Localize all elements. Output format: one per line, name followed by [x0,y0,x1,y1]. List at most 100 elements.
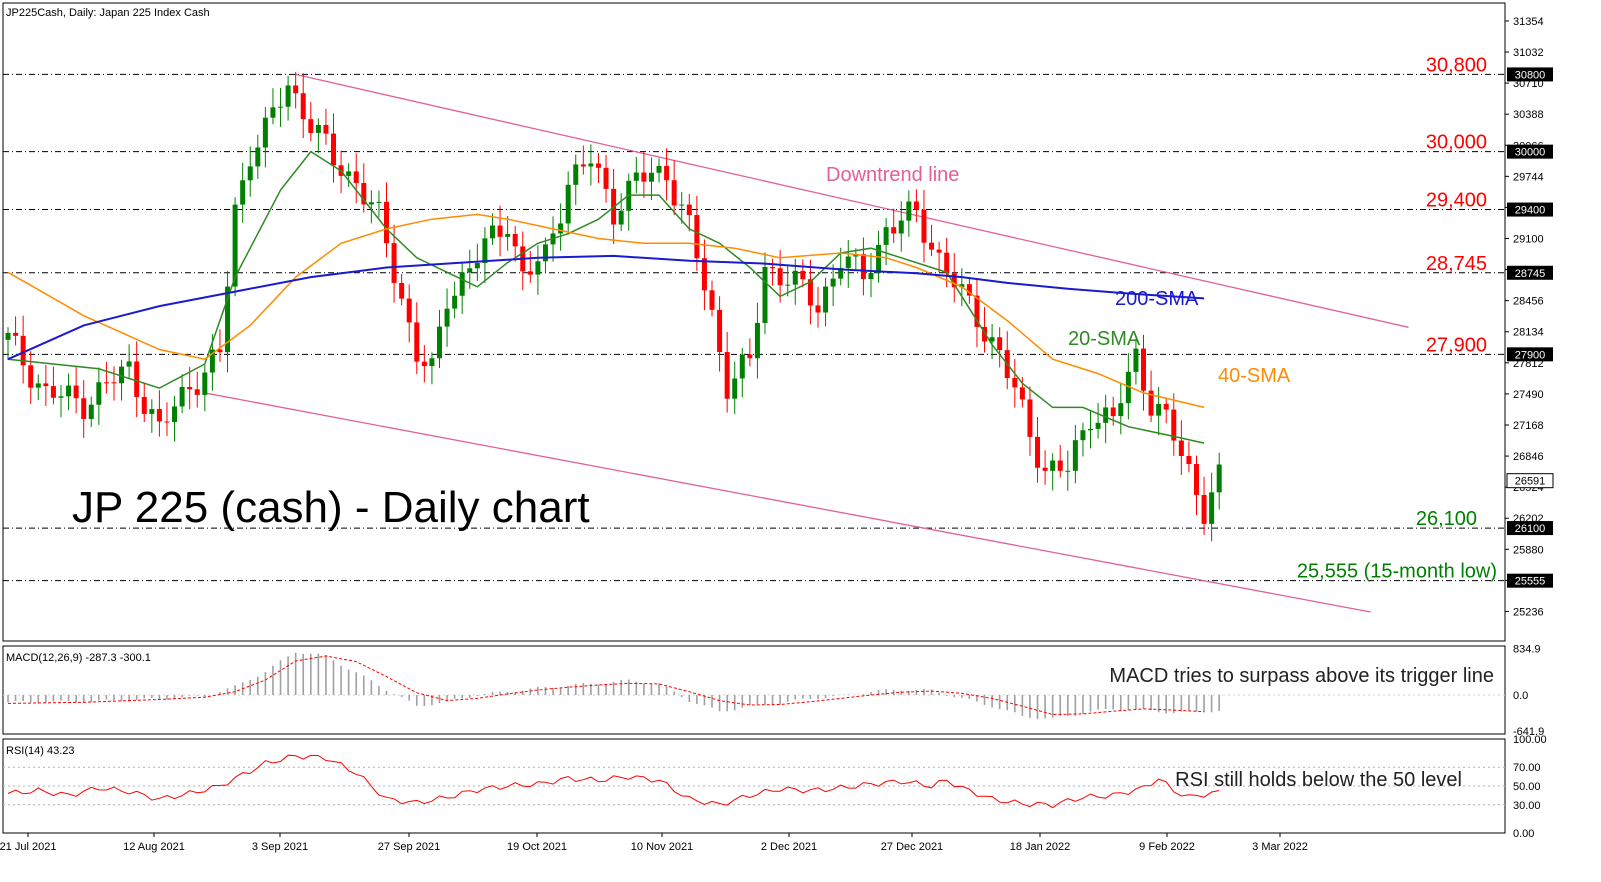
x-axis-label: 12 Aug 2021 [123,841,185,853]
candle-bull [1209,492,1215,524]
trendline [295,73,1409,328]
candle-bull [119,366,125,384]
candle-bull [573,164,579,185]
rsi-axis-label: 50.00 [1513,781,1541,793]
macd-signal-line [7,655,1205,716]
candle-bear [1171,409,1177,441]
candle-bull [368,202,374,205]
candle-bull [505,234,511,237]
candle-bull [285,85,291,107]
candle-bull [959,284,965,288]
rsi-label: RSI(14) 43.23 [6,745,74,757]
candle-bull [762,266,768,323]
candles [5,71,1222,542]
x-axis-label: 19 Oct 2021 [507,841,567,853]
candle-bear [664,165,670,181]
candle-bear [800,270,806,280]
price-axis-label: 25236 [1513,606,1544,618]
candle-bear [929,242,935,250]
candle-bull [739,354,745,379]
rsi-axis-label: 100.00 [1513,734,1547,746]
candle-bear [497,225,503,237]
candle-bear [13,332,19,336]
x-axis-label: 2 Dec 2021 [761,841,817,853]
x-axis-label: 3 Sep 2021 [252,841,308,853]
candle-bull [262,117,268,148]
candle-bull [1065,470,1071,472]
candle-bull [1118,403,1124,417]
candle-bear [73,385,79,399]
price-axis-label: 29100 [1513,234,1544,246]
candle-bull [240,180,246,205]
candle-bear [293,85,299,94]
price-level-tag: 30000 [1515,147,1546,159]
candle-bear [50,386,56,398]
candle-bull [1050,460,1056,471]
candle-bear [308,119,314,133]
price-pane-frame [2,2,1506,642]
macd-histogram [7,652,1220,719]
trendline [204,392,1371,613]
candle-bull [558,223,564,234]
x-axis-label: 18 Jan 2022 [1010,841,1071,853]
candle-bear [1193,464,1199,495]
candle-bull [823,286,829,313]
candle-bear [709,290,715,310]
price-axis-label: 25880 [1513,544,1544,556]
x-axis-label: 27 Dec 2021 [881,841,943,853]
frames [2,2,1509,837]
overlay-title: JP 225 (cash) - Daily chart [72,483,590,532]
price-level-tag-bg [1507,202,1553,217]
candle-bear [134,361,140,397]
candle-bull [1156,403,1162,416]
candle-bear [717,309,723,353]
candle-bear [28,365,34,388]
price-axis-label: 27168 [1513,420,1544,432]
candle-bear [406,298,412,323]
price-axis-label: 31354 [1513,16,1544,28]
x-axis-label: 27 Sep 2021 [378,841,440,853]
macd-axis-label: 0.0 [1513,690,1528,702]
sma-line [7,150,1205,444]
candle-bear [966,284,972,296]
candle-bear [997,337,1003,351]
candle-bull [270,107,276,118]
rsi-axis-label: 30.00 [1513,800,1541,812]
candle-bull [474,263,480,269]
price-level-label: 28,745 [1426,253,1487,275]
candle-bull [88,404,94,419]
chart-header: JP225Cash, Daily: Japan 225 Index Cash [6,7,210,19]
sma-line [7,254,1205,361]
candle-bull [376,201,382,203]
candle-bear [527,271,533,275]
candle-bear [724,352,730,399]
price-levels [3,67,1553,588]
candle-bull [126,361,132,367]
price-level-tag-bg [1507,144,1553,159]
candle-bull [5,332,11,340]
candle-bull [66,385,72,397]
candle-bear [187,386,193,390]
candle-bear [913,201,919,210]
candle-bull [648,172,654,182]
x-axis-label: 9 Feb 2022 [1139,841,1195,853]
candle-bear [1012,377,1018,388]
candle-bear [974,295,980,327]
candle-bull [830,278,836,287]
chart-annotation: Downtrend line [826,164,959,186]
price-axis-label: 27490 [1513,389,1544,401]
price-level-label: 30,000 [1426,132,1487,154]
price-axis-label: 28456 [1513,296,1544,308]
candle-bear [81,398,87,419]
candle-bear [1035,436,1041,468]
candle-bull [1125,371,1131,404]
candle-bull [467,268,473,273]
sma-line [7,213,1205,409]
candle-bull [542,244,548,262]
candle-bull [436,326,442,359]
candle-bear [421,361,427,367]
candle-bear [20,335,26,366]
rsi-axis-label: 0.00 [1513,828,1534,840]
